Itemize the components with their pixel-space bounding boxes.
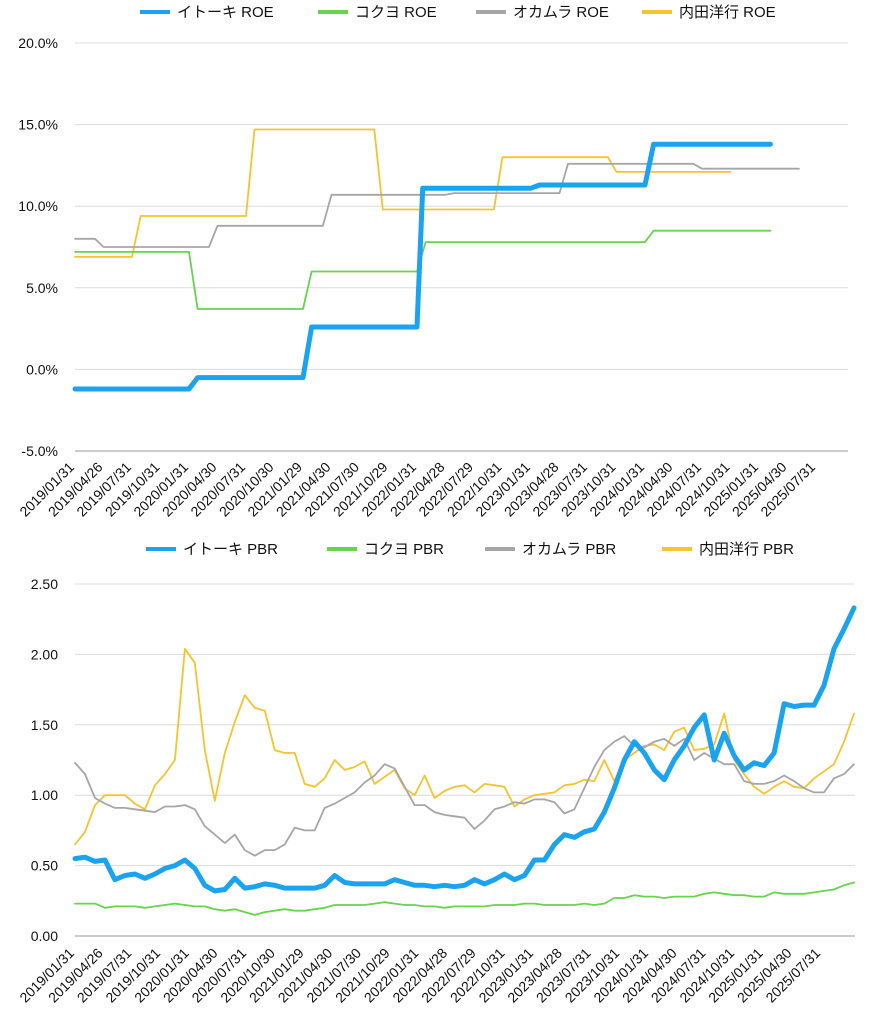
legend-label-3: 内田洋行 ROE	[679, 4, 776, 21]
series-line-0	[72, 141, 773, 392]
legend-label-1: コクヨ PBR	[364, 541, 444, 558]
y-tick-label: 0.0%	[26, 361, 58, 377]
legend-label-0: イトーキ ROE	[177, 4, 274, 21]
series-line-2	[74, 735, 855, 857]
y-tick-label: 1.00	[31, 787, 58, 803]
y-gridlines: 2.50 2.00 1.50 1.00 0.50 0.00	[31, 576, 855, 944]
y-gridlines: 20.0% 15.0% 10.0% 5.0% 0.0% -5.0%	[18, 35, 848, 459]
y-tick-label: 10.0%	[18, 198, 58, 214]
series-line-3	[74, 128, 732, 258]
legend-label-3: 内田洋行 PBR	[699, 541, 794, 558]
legend-label-2: オカムラ ROE	[513, 4, 609, 21]
y-tick-label: 5.0%	[26, 280, 58, 296]
y-tick-label: 0.50	[31, 858, 58, 874]
y-tick-label: 15.0%	[18, 117, 58, 133]
y-tick-label: 20.0%	[18, 35, 58, 51]
series-line-1	[74, 229, 772, 310]
legend-label-2: オカムラ PBR	[522, 541, 616, 558]
legend-label-0: イトーキ PBR	[183, 541, 278, 558]
series-line-2	[74, 162, 800, 248]
pbr-line-chart: イトーキ PBR コクヨ PBR オカムラ PBR 内田洋行 PBR 2.50 2.00 1…	[16, 541, 857, 1006]
y-tick-label: 1.50	[31, 717, 58, 733]
series-line-3	[74, 647, 855, 846]
y-tick-label: 0.00	[31, 928, 58, 944]
roe-line-chart: イトーキ ROE コクヨ ROE オカムラ ROE 内田洋行 ROE 20.0% 15.0…	[16, 4, 848, 520]
chart-legend: イトーキ ROE コクヨ ROE オカムラ ROE 内田洋行 ROE	[140, 4, 776, 21]
x-axis-ticks: 2019/01/312019/04/262019/07/312019/10/31…	[16, 459, 818, 520]
chart-legend: イトーキ PBR コクヨ PBR オカムラ PBR 内田洋行 PBR	[146, 541, 794, 558]
series-line-0	[72, 605, 857, 894]
series-line-1	[74, 881, 855, 916]
y-tick-label: 2.00	[31, 646, 58, 662]
legend-label-1: コクヨ ROE	[355, 4, 437, 21]
y-tick-label: -5.0%	[21, 443, 58, 459]
x-axis-ticks: 2019/01/312019/04/262019/07/312019/10/31…	[16, 945, 823, 1006]
y-tick-label: 2.50	[31, 576, 58, 592]
